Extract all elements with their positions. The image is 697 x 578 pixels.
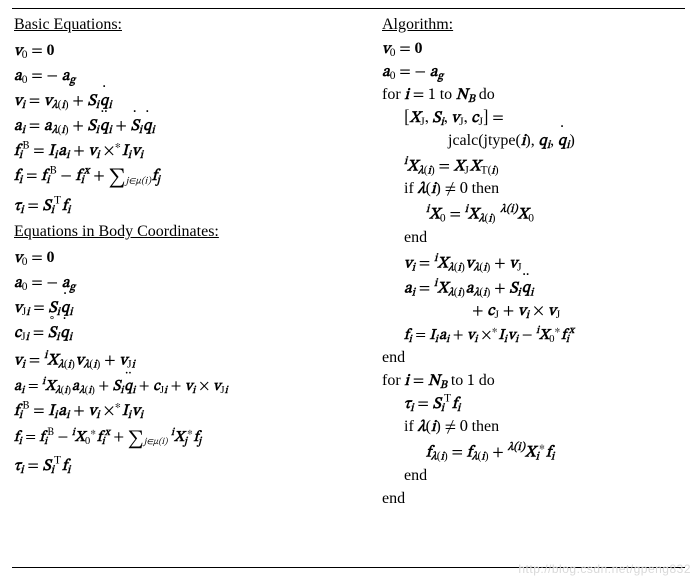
algo-16: τi = SiT fi — [382, 396, 682, 412]
algo-8: iX0 = iXλ(i) λ(i)X0 — [382, 204, 682, 222]
algo-19: end — [382, 468, 682, 484]
top-rule — [12, 8, 685, 9]
eq-body-5: vi = iXλ(i) vλ(i) + vJi — [14, 350, 362, 368]
eq-body-6: ai = iXλ(i) aλ(i) + Si qi + cJi + vi × v… — [14, 377, 362, 394]
eq-body-4: cJi = Si qi — [14, 325, 362, 341]
eq-basic-1: v0 = 0 — [14, 43, 362, 59]
eq-basic-5: fiB = Ii ai + vi ×∗ Ii vi — [14, 143, 362, 159]
eq-body-7: fiB = Ii ai + vi ×∗ Ii vi — [14, 403, 362, 419]
page: Basic Equations: v0 = 0 a0 = − ag vi = v… — [0, 0, 697, 578]
algo-12: + cJ + vi × vJ — [382, 303, 682, 319]
watermark: http://blog.csdn.net/gpeng832 — [518, 562, 691, 576]
algo-17: if λ(i) ≠ 0 then — [382, 419, 682, 435]
algo-5: jcalc(jtype(i), qi, qi) — [382, 133, 682, 149]
heading-basic: Basic Equations: — [14, 16, 362, 34]
eq-body-3: vJi = Si qi — [14, 300, 362, 316]
algo-1: v0 = 0 — [382, 41, 682, 57]
eq-basic-3: vi = vλ(i) + Si qi — [14, 93, 362, 109]
left-column: Basic Equations: v0 = 0 a0 = − ag vi = v… — [14, 14, 362, 564]
algo-7: if λ(i) ≠ 0 then — [382, 181, 682, 197]
heading-body: Equations in Body Coordinates: — [14, 223, 362, 241]
eq-basic-7: τi = SiT fi — [14, 198, 362, 214]
algo-13: fi = Ii ai + vi ×∗ Ii vi − iX0∗ fix — [382, 326, 682, 343]
algo-18: fλ(i) = fλ(i) + λ(i)Xi∗ fi — [382, 442, 682, 460]
algo-2: a0 = − ag — [382, 64, 682, 80]
eq-body-8: fi = fiB − iX0∗ fix + ∑j∈µ(i) iXj∗ fj — [14, 428, 362, 449]
algo-10: vi = iXλ(i) vλ(i) + vJ — [382, 253, 682, 271]
algo-9: end — [382, 230, 682, 246]
right-column: Algorithm: v0 = 0 a0 = − ag for i = 1 to… — [382, 14, 682, 564]
algo-3: for i = 1 to NB do — [382, 87, 682, 103]
algo-15: for i = NB to 1 do — [382, 373, 682, 389]
algo-4: [XJ, Si, vJ, cJ] = — [382, 110, 682, 126]
heading-algo: Algorithm: — [382, 16, 682, 34]
eq-basic-4: ai = aλ(i) + Si qi + Si qi — [14, 118, 362, 134]
algo-11: ai = iXλ(i) aλ(i) + Si qi — [382, 278, 682, 296]
eq-body-9: τi = SiT fi — [14, 458, 362, 474]
eq-body-2: a0 = − ag — [14, 275, 362, 291]
algo-6: iXλ(i) = XJ XT(i) — [382, 156, 682, 174]
algo-20: end — [382, 491, 682, 507]
eq-basic-2: a0 = − ag — [14, 68, 362, 84]
algo-14: end — [382, 350, 682, 366]
eq-body-1: v0 = 0 — [14, 250, 362, 266]
eq-basic-6: fi = fiB − fix + ∑j∈µ(i) fj — [14, 168, 362, 189]
